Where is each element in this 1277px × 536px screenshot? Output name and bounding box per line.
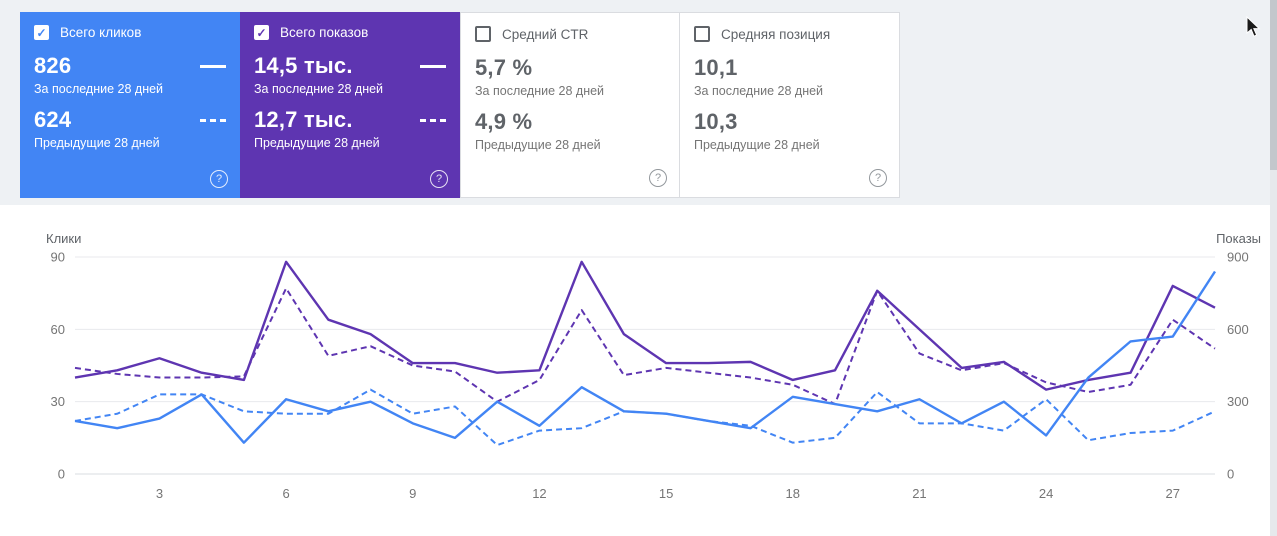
checkbox-average-position[interactable] bbox=[694, 26, 710, 42]
primary-value-row: 14,5 тыс. bbox=[254, 53, 446, 79]
performance-chart-panel: Клики Показы 0 0 30 300 60 600 90 900 3 6 9 12 15 18 2… bbox=[0, 205, 1277, 536]
metric-card-total-clicks[interactable]: ✓ Всего кликов 826 За последние 28 дней … bbox=[20, 12, 240, 198]
svg-text:0: 0 bbox=[58, 467, 65, 482]
checkmark-icon: ✓ bbox=[36, 25, 47, 40]
svg-text:21: 21 bbox=[912, 486, 926, 501]
primary-value-label: За последние 28 дней bbox=[694, 84, 824, 98]
secondary-value-row: 12,7 тыс. bbox=[254, 107, 446, 133]
solid-line-icon bbox=[200, 64, 226, 68]
primary-value-label: За последние 28 дней bbox=[34, 82, 164, 96]
card-title: Всего кликов bbox=[60, 25, 142, 40]
secondary-value: 10,3 bbox=[694, 109, 738, 134]
scrollbar-thumb[interactable] bbox=[1270, 0, 1277, 170]
primary-value-row: 826 bbox=[34, 53, 226, 79]
secondary-value-row: 10,3 bbox=[694, 109, 885, 135]
secondary-value-label: Предыдущие 28 дней bbox=[254, 136, 380, 150]
primary-value-row: 10,1 bbox=[694, 55, 885, 81]
svg-text:60: 60 bbox=[51, 322, 65, 337]
secondary-value: 12,7 тыс. bbox=[254, 107, 353, 132]
dashed-line-icon bbox=[200, 118, 226, 122]
help-icon[interactable]: ? bbox=[649, 169, 667, 187]
svg-text:18: 18 bbox=[786, 486, 800, 501]
secondary-value-row: 4,9 % bbox=[475, 109, 665, 135]
mouse-cursor-icon bbox=[1246, 16, 1261, 37]
checkbox-total-clicks[interactable]: ✓ bbox=[34, 25, 49, 40]
metric-cards-row: ✓ Всего кликов 826 За последние 28 дней … bbox=[20, 12, 900, 198]
secondary-value-label: Предыдущие 28 дней bbox=[475, 138, 601, 152]
secondary-value: 4,9 % bbox=[475, 109, 533, 134]
metric-card-total-impressions[interactable]: ✓ Всего показов 14,5 тыс. За последние 2… bbox=[240, 12, 460, 198]
card-title: Средний CTR bbox=[502, 26, 589, 42]
svg-text:30: 30 bbox=[51, 394, 65, 409]
primary-value-label: За последние 28 дней bbox=[254, 82, 384, 96]
help-icon[interactable]: ? bbox=[869, 169, 887, 187]
primary-value: 826 bbox=[34, 53, 72, 78]
svg-text:24: 24 bbox=[1039, 486, 1053, 501]
card-header: Средний CTR bbox=[475, 26, 665, 42]
metric-card-average-ctr[interactable]: Средний CTR 5,7 % За последние 28 дней 4… bbox=[460, 12, 680, 198]
svg-text:27: 27 bbox=[1166, 486, 1180, 501]
primary-value-label: За последние 28 дней bbox=[475, 84, 605, 98]
primary-value: 10,1 bbox=[694, 55, 738, 80]
svg-text:12: 12 bbox=[532, 486, 546, 501]
performance-line-chart[interactable]: 0 0 30 300 60 600 90 900 3 6 9 12 15 18 21 24 27 bbox=[0, 235, 1277, 530]
secondary-value-label: Предыдущие 28 дней bbox=[34, 136, 160, 150]
metric-card-average-position[interactable]: Средняя позиция 10,1 За последние 28 дне… bbox=[680, 12, 900, 198]
secondary-value-row: 624 bbox=[34, 107, 226, 133]
card-title: Всего показов bbox=[280, 25, 369, 40]
checkbox-total-impressions[interactable]: ✓ bbox=[254, 25, 269, 40]
right-axis-title: Показы bbox=[1216, 231, 1261, 246]
card-header: ✓ Всего показов bbox=[254, 25, 446, 40]
svg-text:0: 0 bbox=[1227, 467, 1234, 482]
svg-text:3: 3 bbox=[156, 486, 163, 501]
secondary-value-label: Предыдущие 28 дней bbox=[694, 138, 820, 152]
checkmark-icon: ✓ bbox=[256, 25, 267, 40]
secondary-value: 624 bbox=[34, 107, 72, 132]
help-icon[interactable]: ? bbox=[210, 170, 228, 188]
dashed-line-icon bbox=[420, 118, 446, 122]
svg-text:15: 15 bbox=[659, 486, 673, 501]
svg-text:300: 300 bbox=[1227, 394, 1249, 409]
svg-text:90: 90 bbox=[51, 250, 65, 265]
left-axis-title: Клики bbox=[46, 231, 82, 246]
svg-text:900: 900 bbox=[1227, 250, 1249, 265]
card-header: Средняя позиция bbox=[694, 26, 885, 42]
help-icon[interactable]: ? bbox=[430, 170, 448, 188]
primary-value: 14,5 тыс. bbox=[254, 53, 353, 78]
checkbox-average-ctr[interactable] bbox=[475, 26, 491, 42]
svg-text:6: 6 bbox=[282, 486, 289, 501]
primary-value-row: 5,7 % bbox=[475, 55, 665, 81]
vertical-scrollbar[interactable] bbox=[1270, 0, 1277, 536]
svg-text:600: 600 bbox=[1227, 322, 1249, 337]
primary-value: 5,7 % bbox=[475, 55, 533, 80]
solid-line-icon bbox=[420, 64, 446, 68]
card-title: Средняя позиция bbox=[721, 26, 831, 42]
svg-text:9: 9 bbox=[409, 486, 416, 501]
card-header: ✓ Всего кликов bbox=[34, 25, 226, 40]
